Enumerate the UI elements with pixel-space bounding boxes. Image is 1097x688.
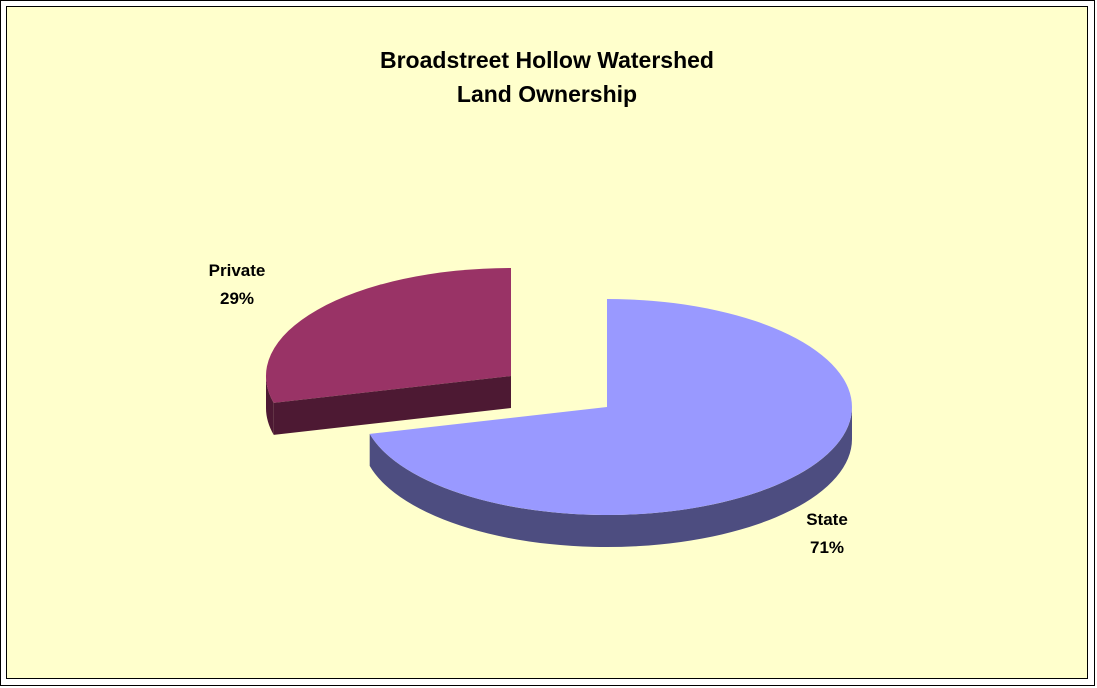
chart-title-line-2: Land Ownership	[456, 81, 638, 107]
slice-percent-state: 71%	[810, 538, 844, 557]
pie-slice-private-cut-face	[273, 376, 511, 435]
slice-label-state: State	[806, 510, 848, 529]
chart-title: Broadstreet Hollow Watershed Land Owners…	[7, 43, 1087, 111]
pie-chart: Private 29% State 71%	[209, 261, 852, 557]
slice-label-private: Private	[209, 261, 266, 280]
pie-slice-state-group	[369, 299, 852, 548]
pie-slice-state-side	[369, 407, 852, 548]
pie-slice-private-group	[265, 267, 511, 435]
chart-area: Broadstreet Hollow Watershed Land Owners…	[6, 6, 1088, 679]
slice-percent-private: 29%	[220, 289, 254, 308]
pie-slice-private	[265, 267, 511, 403]
pie-slice-private-side	[266, 376, 274, 435]
chart-title-line-1: Broadstreet Hollow Watershed	[380, 47, 714, 73]
pie-slice-state	[369, 299, 852, 515]
